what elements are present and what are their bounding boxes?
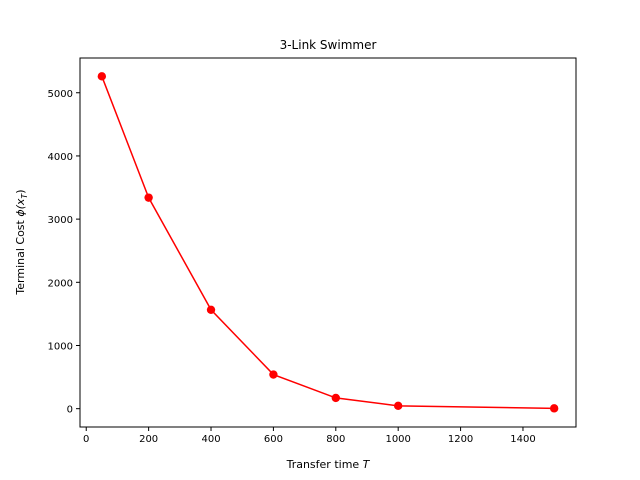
plot-area (80, 58, 576, 427)
x-tick-label: 0 (83, 434, 89, 445)
data-point (393, 401, 403, 411)
y-tick-label: 4000 (48, 152, 73, 163)
data-point (549, 404, 559, 413)
plot-frame (79, 57, 577, 428)
data-point (144, 193, 153, 202)
data-point (97, 72, 107, 81)
series-markers (97, 72, 559, 413)
data-point (269, 370, 278, 379)
x-axis-label: Transfer time T (286, 458, 371, 471)
y-axis-label: Terminal Cost ϕ(xT) (14, 189, 29, 295)
x-tick-label: 800 (326, 434, 345, 445)
axis-ticks: 0 200 400 600 800 1000 1200 1400 0 1000 2000 3000 40… (48, 89, 536, 445)
y-tick-label: 1000 (48, 341, 73, 352)
data-point (206, 305, 216, 314)
data-point (331, 393, 340, 403)
y-tick-label: 3000 (48, 215, 73, 226)
x-tick-label: 1000 (385, 434, 410, 445)
x-tick-label: 400 (201, 434, 220, 445)
x-tick-label: 1400 (510, 434, 535, 445)
x-tick-label: 1200 (448, 434, 473, 445)
y-tick-label: 5000 (48, 89, 73, 100)
y-tick-label: 0 (67, 405, 73, 416)
x-tick-label: 600 (264, 434, 283, 445)
y-tick-label: 2000 (48, 278, 73, 289)
x-tick-label: 200 (139, 434, 158, 445)
chart-title: 3-Link Swimmer (280, 38, 377, 52)
